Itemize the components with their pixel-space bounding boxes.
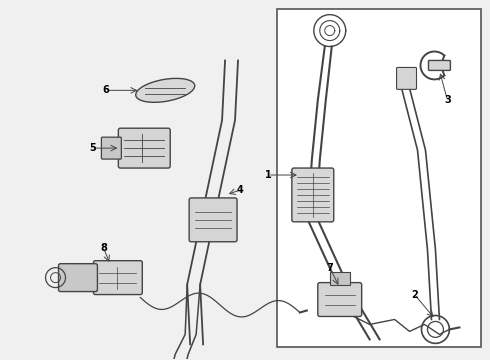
Text: 1: 1 <box>265 170 271 180</box>
FancyBboxPatch shape <box>119 128 170 168</box>
FancyBboxPatch shape <box>58 264 98 292</box>
Bar <box>277 9 481 347</box>
Text: 4: 4 <box>237 185 244 195</box>
FancyBboxPatch shape <box>428 60 450 71</box>
FancyBboxPatch shape <box>189 198 237 242</box>
Text: 2: 2 <box>411 289 418 300</box>
Text: 8: 8 <box>100 243 107 253</box>
FancyBboxPatch shape <box>94 261 142 294</box>
Bar <box>330 272 350 285</box>
Ellipse shape <box>136 78 195 102</box>
Text: 7: 7 <box>326 263 333 273</box>
FancyBboxPatch shape <box>318 283 362 316</box>
FancyBboxPatch shape <box>396 67 416 89</box>
FancyBboxPatch shape <box>101 137 122 159</box>
Text: 6: 6 <box>102 85 109 95</box>
Text: 3: 3 <box>444 95 451 105</box>
FancyBboxPatch shape <box>292 168 334 222</box>
Text: 5: 5 <box>89 143 96 153</box>
